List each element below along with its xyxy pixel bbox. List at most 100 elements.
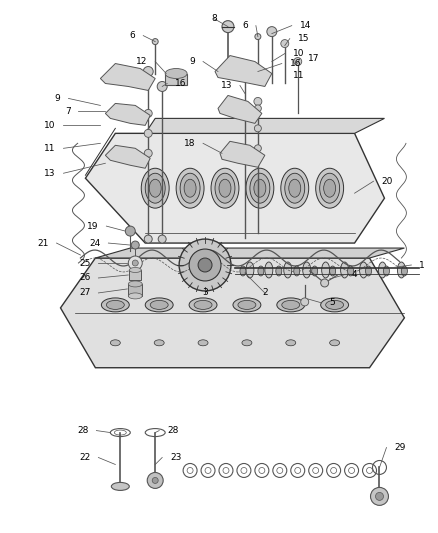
Text: 10: 10 — [293, 49, 304, 58]
Ellipse shape — [265, 262, 273, 278]
Text: 29: 29 — [395, 443, 406, 452]
Ellipse shape — [320, 173, 339, 203]
Text: 9: 9 — [55, 94, 60, 103]
Circle shape — [128, 256, 142, 270]
Ellipse shape — [321, 262, 330, 278]
Polygon shape — [60, 258, 404, 368]
Text: 1: 1 — [419, 261, 425, 270]
Ellipse shape — [312, 266, 318, 276]
Circle shape — [254, 145, 261, 152]
Polygon shape — [106, 103, 150, 125]
Polygon shape — [95, 248, 404, 258]
Ellipse shape — [246, 168, 274, 208]
Circle shape — [240, 71, 250, 82]
Ellipse shape — [254, 179, 266, 197]
Circle shape — [152, 478, 158, 483]
Circle shape — [147, 472, 163, 488]
Circle shape — [179, 239, 231, 291]
Text: 23: 23 — [170, 453, 181, 462]
Ellipse shape — [246, 262, 254, 278]
Circle shape — [157, 82, 167, 92]
Circle shape — [254, 105, 261, 112]
Ellipse shape — [321, 298, 349, 312]
Ellipse shape — [282, 301, 300, 309]
Text: 25: 25 — [79, 259, 90, 268]
Text: 16: 16 — [290, 59, 301, 68]
Ellipse shape — [154, 340, 164, 346]
Text: 12: 12 — [136, 57, 147, 66]
Ellipse shape — [149, 179, 161, 197]
Ellipse shape — [215, 173, 235, 203]
Text: 11: 11 — [44, 144, 56, 153]
Ellipse shape — [285, 173, 305, 203]
Text: 14: 14 — [300, 21, 311, 30]
Ellipse shape — [366, 266, 371, 276]
Text: 24: 24 — [89, 239, 100, 247]
Text: 13: 13 — [44, 169, 56, 177]
Circle shape — [144, 109, 152, 117]
Circle shape — [254, 98, 262, 106]
Ellipse shape — [106, 301, 124, 309]
Circle shape — [371, 487, 389, 505]
Polygon shape — [218, 95, 262, 123]
Ellipse shape — [276, 266, 282, 276]
Ellipse shape — [240, 266, 246, 276]
Ellipse shape — [110, 340, 120, 346]
Ellipse shape — [101, 298, 129, 312]
Text: 18: 18 — [184, 139, 195, 148]
Circle shape — [267, 27, 277, 37]
Circle shape — [144, 235, 152, 243]
Ellipse shape — [281, 168, 309, 208]
Ellipse shape — [141, 168, 169, 208]
Text: 3: 3 — [202, 288, 208, 297]
FancyBboxPatch shape — [128, 284, 142, 296]
Ellipse shape — [180, 173, 200, 203]
Text: 26: 26 — [79, 273, 90, 282]
Ellipse shape — [348, 266, 353, 276]
Text: 19: 19 — [87, 222, 99, 231]
Ellipse shape — [277, 298, 305, 312]
Text: 13: 13 — [220, 81, 232, 90]
Polygon shape — [100, 63, 155, 91]
Ellipse shape — [384, 266, 389, 276]
Ellipse shape — [250, 173, 270, 203]
Text: 5: 5 — [330, 298, 336, 308]
Ellipse shape — [341, 262, 349, 278]
Ellipse shape — [284, 262, 292, 278]
Circle shape — [152, 38, 158, 45]
Text: 10: 10 — [44, 121, 56, 130]
Circle shape — [301, 298, 309, 306]
Ellipse shape — [128, 293, 142, 299]
Circle shape — [281, 39, 289, 47]
Text: 15: 15 — [298, 34, 309, 43]
Text: 28: 28 — [77, 426, 88, 435]
Ellipse shape — [233, 298, 261, 312]
Ellipse shape — [326, 301, 343, 309]
Ellipse shape — [316, 168, 343, 208]
Ellipse shape — [401, 266, 407, 276]
Text: 28: 28 — [167, 426, 179, 435]
Circle shape — [321, 279, 328, 287]
Circle shape — [144, 130, 152, 138]
Polygon shape — [106, 146, 150, 168]
Circle shape — [158, 235, 166, 243]
Ellipse shape — [219, 179, 231, 197]
Ellipse shape — [258, 266, 264, 276]
Ellipse shape — [189, 298, 217, 312]
Ellipse shape — [360, 262, 367, 278]
Polygon shape — [145, 118, 385, 133]
Text: 9: 9 — [189, 57, 195, 66]
Circle shape — [255, 34, 261, 39]
Ellipse shape — [330, 340, 339, 346]
Text: 4: 4 — [352, 270, 357, 279]
Ellipse shape — [211, 168, 239, 208]
Polygon shape — [85, 133, 385, 243]
FancyBboxPatch shape — [129, 270, 141, 280]
Ellipse shape — [111, 482, 129, 490]
Polygon shape — [220, 141, 265, 167]
Text: 27: 27 — [79, 288, 90, 297]
Polygon shape — [215, 55, 272, 86]
Text: 20: 20 — [381, 177, 393, 185]
Ellipse shape — [128, 281, 142, 287]
Circle shape — [132, 260, 138, 266]
